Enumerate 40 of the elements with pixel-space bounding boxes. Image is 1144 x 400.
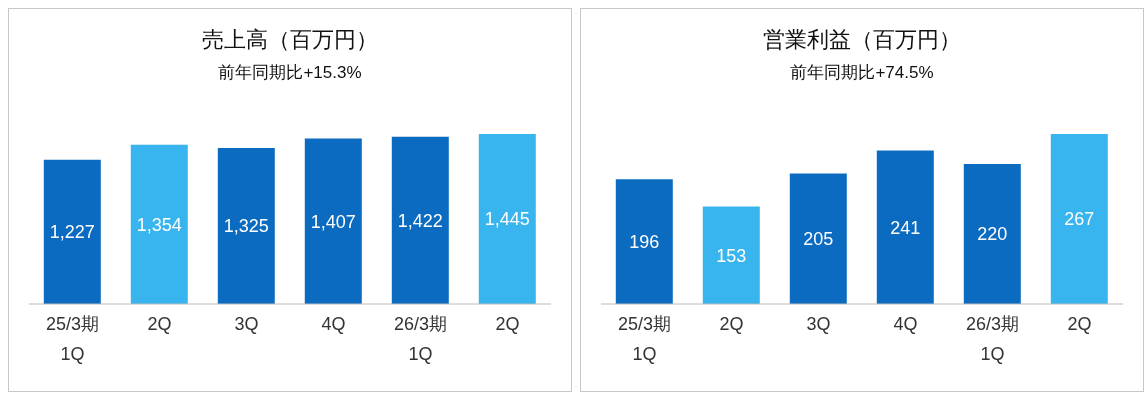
chart-subtitle: 前年同期比+74.5% <box>789 62 935 84</box>
data-label: 1,407 <box>310 211 356 232</box>
bar <box>876 150 934 304</box>
bar <box>304 138 362 304</box>
x-tick-label: 4Q <box>321 314 346 334</box>
data-label: 196 <box>629 231 660 252</box>
bar <box>478 134 536 304</box>
data-label: 1,354 <box>136 214 182 235</box>
data-label: 1,227 <box>49 222 95 243</box>
data-label: 1,325 <box>223 216 269 237</box>
bar <box>1050 134 1108 304</box>
bar <box>217 148 275 304</box>
x-tick-label: 2Q <box>147 314 172 334</box>
bar <box>43 159 101 304</box>
data-label: 1,445 <box>484 209 530 230</box>
data-label: 205 <box>803 229 834 250</box>
chart-title: 営業利益（百万円） <box>762 26 962 54</box>
data-label: 153 <box>716 245 747 266</box>
x-tick-label: 3Q <box>806 314 831 334</box>
bar <box>130 144 188 304</box>
x-tick-label: 26/3期 1Q <box>965 314 1020 364</box>
x-tick-label: 25/3期 1Q <box>45 314 100 364</box>
bar <box>702 206 760 304</box>
bar <box>789 173 847 304</box>
bar <box>615 179 673 304</box>
chart-title: 売上高（百万円） <box>201 26 379 54</box>
x-tick-label: 25/3期 1Q <box>617 314 672 364</box>
x-tick-label: 4Q <box>893 314 918 334</box>
x-tick-label: 3Q <box>234 314 259 334</box>
data-label: 220 <box>977 224 1008 245</box>
data-label: 241 <box>890 217 921 238</box>
x-tick-label: 2Q <box>495 314 520 334</box>
chart-subtitle: 前年同期比+15.3% <box>217 62 363 84</box>
data-label: 1,422 <box>397 210 443 231</box>
x-tick-label: 2Q <box>719 314 744 334</box>
x-tick-label: 2Q <box>1067 314 1092 334</box>
bar <box>391 136 449 304</box>
data-label: 267 <box>1064 209 1095 230</box>
x-tick-label: 26/3期 1Q <box>393 314 448 364</box>
bar <box>963 163 1021 304</box>
